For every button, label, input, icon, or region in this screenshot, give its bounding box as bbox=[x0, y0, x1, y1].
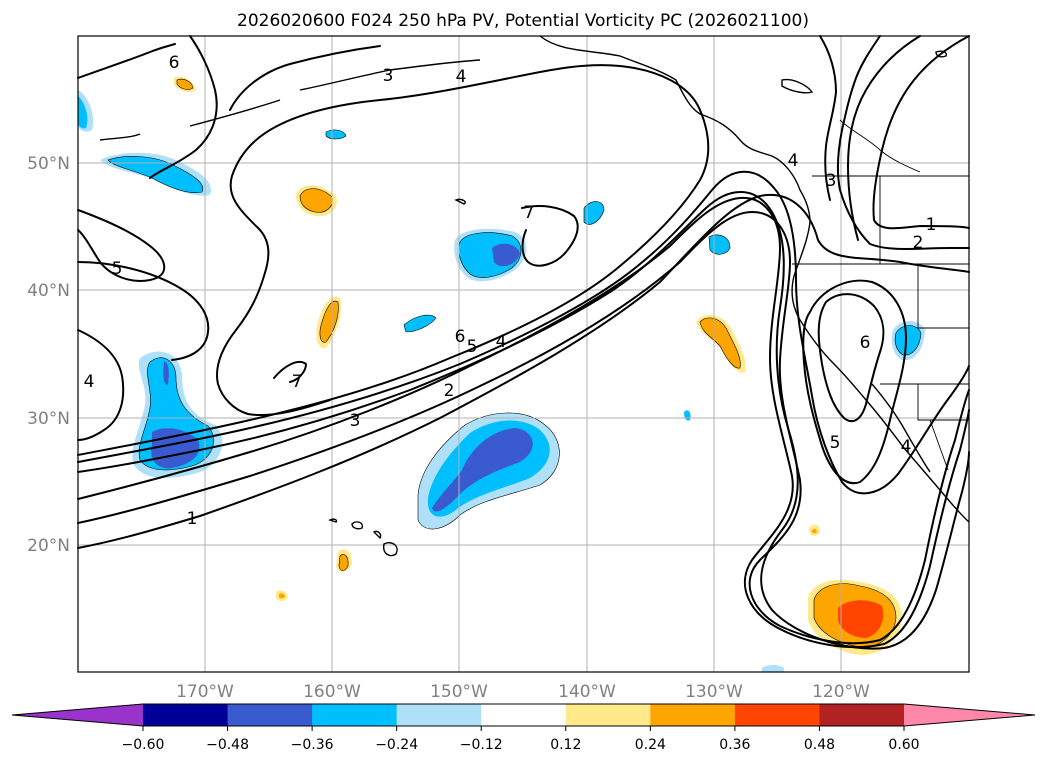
neg-anomaly-small-1 bbox=[583, 201, 605, 225]
colorbar-tick-label: 0.24 bbox=[635, 737, 666, 753]
north-america-west-coast bbox=[791, 221, 970, 523]
contour-k bbox=[521, 205, 579, 267]
contour-d bbox=[77, 261, 210, 361]
baja bbox=[871, 383, 931, 473]
svg-text:3: 3 bbox=[383, 66, 394, 86]
svg-text:130°W: 130°W bbox=[685, 682, 743, 702]
alaska-coast bbox=[539, 35, 811, 223]
political-borders bbox=[792, 119, 969, 471]
contour-labels: 6 3 4 5 7 6 5 4 2 3 1 7 4 4 3 1 2 6 5 4 bbox=[84, 53, 937, 529]
colorbar-box bbox=[565, 704, 651, 726]
svg-text:4: 4 bbox=[456, 67, 467, 87]
coastlines bbox=[99, 35, 970, 557]
colorbar-box bbox=[227, 704, 313, 726]
contour-1 bbox=[77, 193, 970, 549]
colorbar-box bbox=[819, 704, 905, 726]
contour-h bbox=[872, 35, 970, 230]
svg-text:4: 4 bbox=[84, 372, 95, 392]
contour-i bbox=[836, 35, 970, 250]
contour-a bbox=[149, 35, 218, 179]
svg-text:4: 4 bbox=[901, 437, 912, 457]
svg-text:6: 6 bbox=[860, 333, 871, 353]
svg-text:30°N: 30°N bbox=[27, 409, 70, 429]
contour-b bbox=[229, 45, 381, 111]
hawaii bbox=[328, 518, 398, 557]
svg-text:4: 4 bbox=[788, 151, 799, 171]
svg-text:20°N: 20°N bbox=[27, 536, 70, 556]
svg-text:7: 7 bbox=[524, 203, 535, 223]
contour-2 bbox=[77, 211, 970, 645]
svg-text:1: 1 bbox=[187, 509, 198, 529]
svg-text:3: 3 bbox=[826, 171, 837, 191]
contour-j bbox=[77, 43, 176, 79]
contour-6 bbox=[77, 64, 710, 456]
svg-text:120°W: 120°W bbox=[812, 682, 870, 702]
svg-text:160°W: 160°W bbox=[303, 682, 361, 702]
svg-text:1: 1 bbox=[926, 215, 937, 235]
colorbar-extend-max bbox=[904, 704, 1035, 726]
contour-c bbox=[77, 209, 166, 282]
latitude-labels: 50°N 40°N 30°N 20°N bbox=[27, 154, 70, 556]
colorbar-ticks: −0.60 −0.48 −0.36 −0.24 −0.12 0.12 0.24 0.36 0.4… bbox=[122, 726, 920, 753]
contour-m bbox=[817, 293, 885, 423]
svg-text:50°N: 50°N bbox=[27, 154, 70, 174]
colorbar-box bbox=[481, 704, 567, 726]
colorbar-box bbox=[734, 704, 820, 726]
svg-text:3: 3 bbox=[350, 411, 361, 431]
colorbar-tick-label: 0.48 bbox=[804, 737, 835, 753]
colorbar-box bbox=[143, 704, 229, 726]
colorbar-tick-label: 0.36 bbox=[719, 737, 750, 753]
colorbar-tick-label: −0.24 bbox=[375, 737, 418, 753]
contour-g bbox=[847, 35, 921, 241]
contour-5 bbox=[77, 170, 970, 495]
colorbar bbox=[11, 703, 1036, 727]
colorbar-box bbox=[312, 704, 398, 726]
contour-3 bbox=[77, 196, 970, 649]
colorbar-tick-label: 0.12 bbox=[550, 737, 581, 753]
svg-text:2: 2 bbox=[913, 233, 924, 253]
svg-text:5: 5 bbox=[830, 433, 841, 453]
pv-contours bbox=[77, 35, 970, 650]
colorbar-tick-label: −0.36 bbox=[291, 737, 334, 753]
contour-e bbox=[77, 329, 125, 441]
svg-text:2: 2 bbox=[444, 381, 455, 401]
contour-f bbox=[819, 35, 837, 201]
svg-text:40°N: 40°N bbox=[27, 281, 70, 301]
colorbar-box bbox=[396, 704, 482, 726]
svg-text:5: 5 bbox=[112, 259, 123, 279]
map-title: 2026020600 F024 250 hPa PV, Potential Vo… bbox=[237, 11, 809, 31]
map-area bbox=[78, 36, 969, 672]
colorbar-tick-label: −0.12 bbox=[460, 737, 503, 753]
colorbar-tick-label: −0.60 bbox=[122, 737, 165, 753]
contour-n bbox=[802, 279, 907, 485]
svg-text:170°W: 170°W bbox=[176, 682, 234, 702]
map-frame bbox=[77, 35, 970, 673]
contour-l bbox=[273, 360, 307, 383]
longitude-labels: 170°W 160°W 150°W 140°W 130°W 120°W bbox=[176, 682, 870, 702]
contour-4 bbox=[77, 191, 970, 650]
svg-text:7: 7 bbox=[292, 372, 303, 392]
svg-text:5: 5 bbox=[467, 337, 478, 357]
colorbar-tick-label: 0.60 bbox=[888, 737, 919, 753]
colorbar-extend-min bbox=[12, 704, 143, 726]
svg-text:140°W: 140°W bbox=[558, 682, 616, 702]
svg-text:4: 4 bbox=[496, 332, 507, 352]
svg-text:150°W: 150°W bbox=[430, 682, 488, 702]
svg-text:6: 6 bbox=[455, 327, 466, 347]
neg-anomaly-small-2 bbox=[403, 314, 437, 333]
colorbar-box bbox=[650, 704, 736, 726]
colorbar-tick-label: −0.48 bbox=[206, 737, 249, 753]
svg-text:6: 6 bbox=[169, 53, 180, 73]
